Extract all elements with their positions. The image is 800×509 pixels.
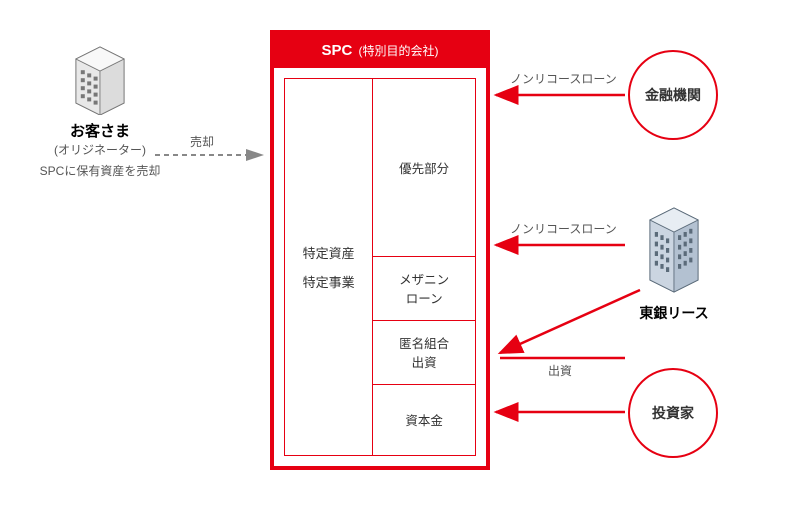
spc-left-column: 特定資産 特定事業 — [284, 78, 372, 456]
entity-togin-label: 東銀リース — [632, 303, 716, 323]
diagram-stage: お客さま (オリジネーター) SPCに保有資産を売却 売却 SPC (特別目的会… — [0, 0, 800, 509]
sale-arrow-label: 売却 — [190, 133, 214, 150]
entity-finance-label: 金融機関 — [645, 85, 701, 105]
spc-header-title: SPC — [321, 42, 352, 59]
spc-cell-senior: 優先部分 — [373, 79, 475, 256]
spc-right-column: 優先部分 メザニン ローン 匿名組合 出資 資本金 — [372, 78, 476, 456]
spc-cell-capital: 資本金 — [373, 384, 475, 455]
spc-left-line-1: 特定事業 — [303, 272, 355, 291]
togin-building-icon — [634, 200, 714, 296]
spc-header: SPC (特別目的会社) — [274, 34, 486, 68]
spc-header-sub: (特別目的会社) — [359, 44, 439, 58]
spc-box: SPC (特別目的会社) 特定資産 特定事業 優先部分 メザニン ローン 匿名組… — [270, 30, 490, 470]
entity-investor-label: 投資家 — [652, 403, 694, 423]
arrow-label-0: ノンリコースローン — [510, 70, 617, 87]
entity-finance: 金融機関 — [628, 50, 718, 140]
spc-left-line-0: 特定資産 — [303, 243, 355, 262]
arrow-label-2: 出資 — [548, 362, 572, 379]
arrow-label-1: ノンリコースローン — [510, 220, 617, 237]
spc-cell-mezzanine: メザニン ローン — [373, 256, 475, 320]
spc-cell-tkequity: 匿名組合 出資 — [373, 320, 475, 384]
entity-togin: 東銀リース — [632, 200, 716, 323]
entity-investor: 投資家 — [628, 368, 718, 458]
